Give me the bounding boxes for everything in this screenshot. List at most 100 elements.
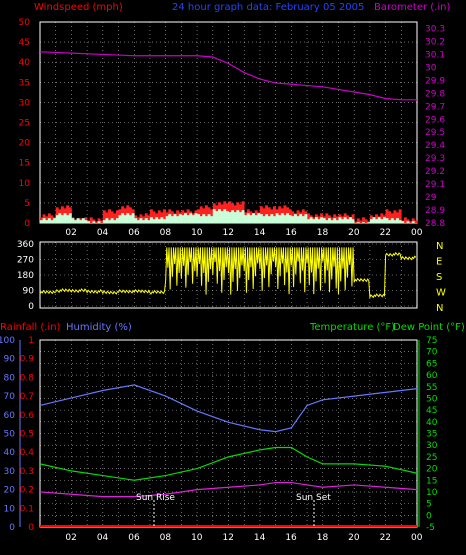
temperature-tick-label: 30: [426, 441, 438, 451]
gust-bar: [375, 214, 379, 223]
avg-wind-bar: [356, 222, 360, 223]
avg-wind-bar: [163, 219, 166, 223]
x-tick-label: 14: [254, 533, 266, 543]
x-tick-label: 06: [128, 533, 140, 543]
gust-bar: [100, 220, 104, 223]
avg-wind-bar: [343, 217, 347, 223]
avg-wind-bar: [183, 213, 187, 223]
wind-tick-label: 15: [19, 159, 30, 169]
avg-wind-bar: [238, 212, 242, 223]
x-tick-label: 02: [65, 228, 76, 238]
rain-tick-label: 0.2: [20, 486, 34, 496]
temperature-tick-label: 75: [426, 336, 437, 346]
gust-bar: [113, 213, 117, 223]
avg-wind-bar: [173, 214, 177, 223]
avg-wind-bar: [231, 210, 235, 223]
avg-wind-bar: [97, 221, 101, 223]
avg-wind-bar: [257, 213, 261, 223]
humidity-tick-label: 40: [4, 448, 16, 458]
gust-bar: [50, 215, 54, 223]
humidity-tick-label: 30: [4, 467, 16, 477]
wind-tick-label: 30: [19, 98, 31, 108]
humidity-tick-label: 70: [4, 392, 16, 402]
avg-wind-bar: [273, 216, 276, 223]
avg-wind-bar: [53, 218, 57, 223]
avg-wind-bar: [118, 215, 122, 223]
avg-wind-bar: [299, 214, 303, 223]
wind-tick-label: 25: [19, 119, 30, 129]
humidity-tick-label: 10: [4, 504, 16, 514]
gust-bar: [278, 206, 282, 223]
temperature-tick-label: 0: [426, 511, 432, 521]
x-tick-label: 02: [65, 533, 76, 543]
avg-wind-bar: [283, 215, 287, 223]
avg-wind-bar: [262, 216, 266, 223]
wind-tick-label: 45: [19, 38, 30, 48]
wind-tick-label: 20: [19, 139, 31, 149]
avg-wind-bar: [194, 213, 198, 223]
rain-tick-label: 0: [28, 523, 34, 533]
barometer-tick-label: 29.2: [425, 167, 445, 177]
avg-wind-bar: [74, 220, 77, 223]
avg-wind-bar: [293, 214, 297, 223]
wind-tick-label: 35: [19, 78, 30, 88]
barometer-tick-label: 28.9: [425, 206, 445, 216]
x-tick-label: 12: [223, 533, 234, 543]
temperature-tick-label: 10: [426, 488, 438, 498]
gust-bar: [108, 209, 111, 223]
wind-tick-label: 0: [24, 219, 30, 229]
avg-wind-bar: [63, 213, 67, 223]
gust-bar: [66, 205, 70, 223]
compass-letter: N: [436, 241, 443, 252]
avg-wind-bar: [210, 216, 214, 223]
avg-wind-bar: [134, 218, 138, 223]
avg-wind-bar: [304, 214, 308, 223]
rain-tick-label: 0.5: [20, 430, 34, 440]
avg-wind-bar: [270, 214, 274, 223]
chart-title: 24 hour graph data: February 05 2005: [172, 2, 364, 13]
temperature-line: [39, 446, 418, 481]
temperature-tick-label: 40: [426, 418, 438, 428]
avg-wind-bar: [110, 218, 114, 223]
avg-wind-bar: [312, 219, 316, 223]
avg-wind-bar: [42, 218, 46, 223]
avg-wind-bar: [369, 219, 373, 223]
avg-wind-bar: [252, 213, 255, 223]
compass-letter: W: [436, 288, 446, 299]
x-tick-label: 04: [97, 228, 109, 238]
avg-wind-bar: [81, 218, 85, 223]
avg-wind-bar: [380, 219, 384, 223]
gust-bar: [262, 208, 266, 223]
avg-wind-bar: [362, 222, 365, 223]
wind-tick-label: 10: [19, 179, 31, 189]
avg-wind-bar: [126, 213, 130, 223]
gust-bar: [149, 209, 153, 223]
rain-tick-label: 0.6: [20, 411, 35, 421]
rain-tick-label: 1: [28, 336, 34, 346]
x-tick-label: 08: [160, 228, 172, 238]
gust-bar: [110, 211, 114, 223]
avg-wind-bar: [396, 218, 399, 223]
gust-bar: [102, 210, 106, 223]
avg-wind-bar: [60, 215, 64, 223]
barometer-line: [39, 51, 417, 101]
gust-bar: [403, 217, 407, 223]
avg-wind-bar: [249, 215, 253, 223]
avg-wind-bar: [199, 216, 203, 223]
avg-wind-bar: [129, 215, 132, 223]
avg-wind-bar: [241, 210, 245, 223]
avg-wind-bar: [377, 217, 381, 223]
avg-wind-bar: [215, 211, 219, 223]
gust-bar: [97, 218, 101, 223]
avg-wind-bar: [288, 215, 292, 223]
avg-wind-bar: [390, 218, 394, 223]
gust-bar: [273, 206, 276, 223]
avg-wind-bar: [341, 219, 344, 223]
x-tick-label: 22: [380, 228, 391, 238]
wind-tick-label: 50: [19, 18, 31, 28]
avg-wind-bar: [333, 218, 337, 223]
gust-bar: [105, 212, 109, 223]
avg-wind-bar: [220, 211, 224, 223]
avg-wind-bar: [330, 220, 334, 223]
